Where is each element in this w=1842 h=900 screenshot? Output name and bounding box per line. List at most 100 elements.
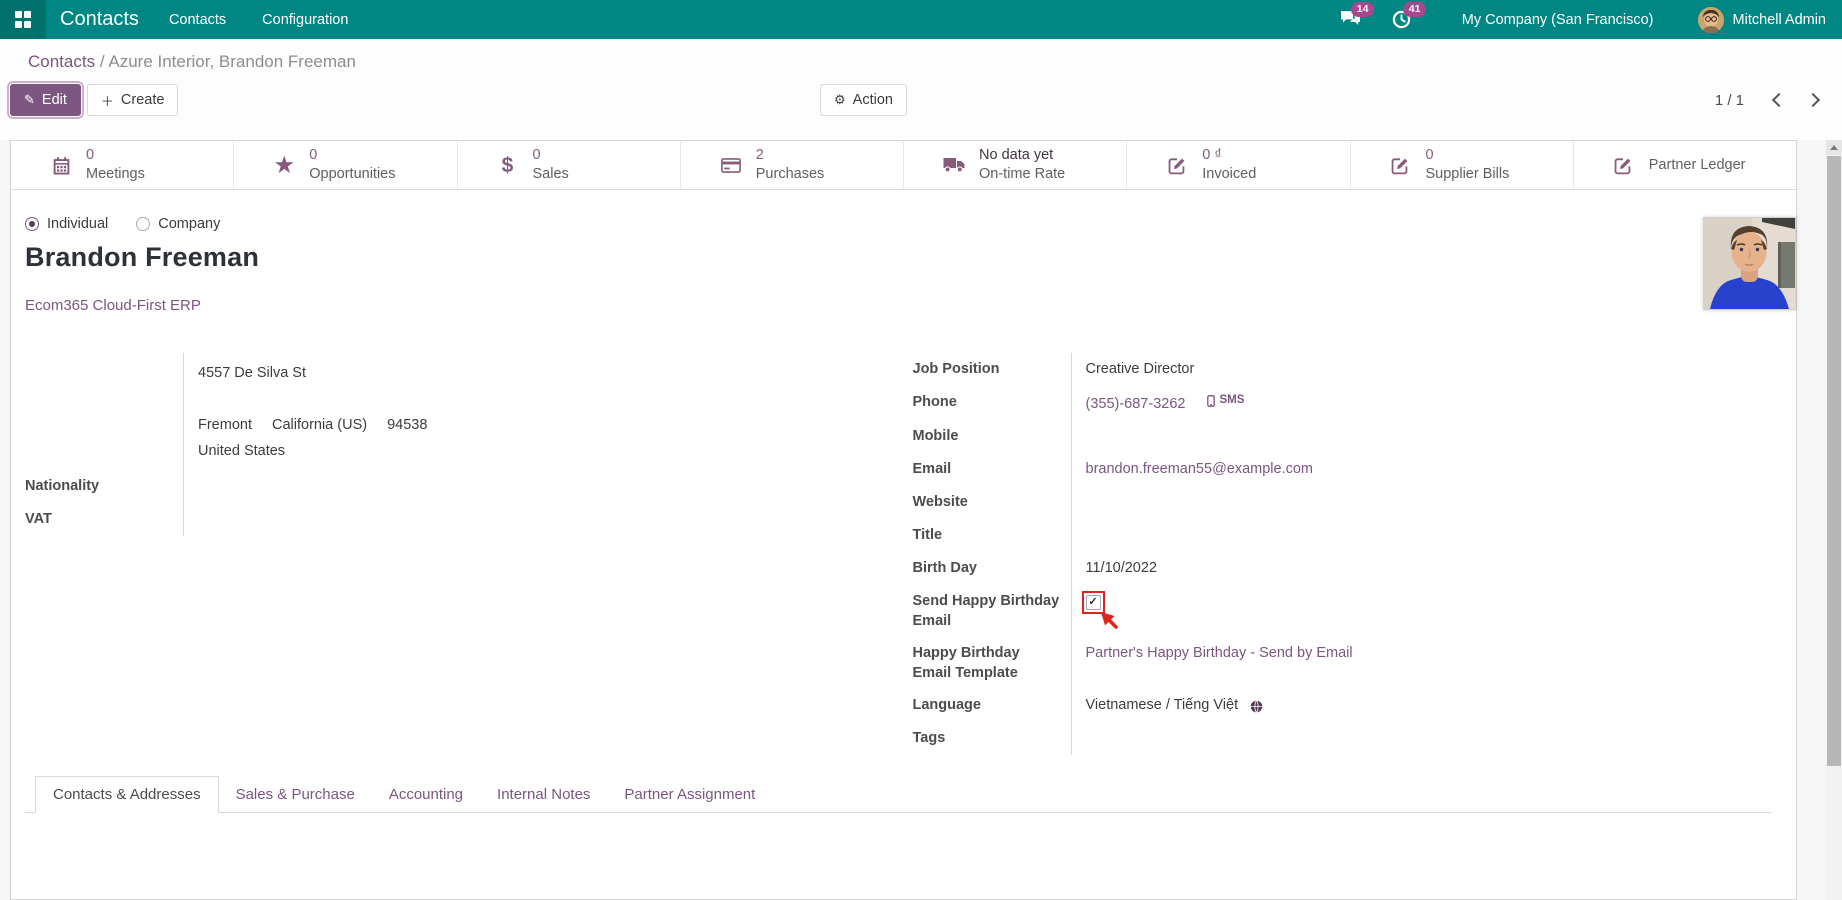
stat-supplier-bills[interactable]: 0 Supplier Bills xyxy=(1350,141,1574,189)
field-row-title: Title xyxy=(913,519,1773,553)
send-sms-button[interactable]: SMS xyxy=(1207,393,1244,409)
tab-partner-assignment[interactable]: Partner Assignment xyxy=(624,786,756,803)
messages-button[interactable]: 14 xyxy=(1340,1,1375,30)
control-panel-buttons: ✎ Edit ＋ Create ⚙ Action 1 / 1 xyxy=(10,84,1842,116)
address-zip: 94538 xyxy=(387,417,428,433)
action-button[interactable]: ⚙ Action xyxy=(820,84,907,116)
globe-icon[interactable] xyxy=(1250,700,1263,713)
field-row-phone: Phone (355)-687-3262 SMS xyxy=(913,386,1773,421)
menu-configuration[interactable]: Configuration xyxy=(262,11,349,28)
apps-menu-button[interactable] xyxy=(0,0,46,39)
field-row-birthday-template: Happy Birthday Email Template Partner's … xyxy=(913,637,1773,690)
field-row-nationality: Nationality xyxy=(25,470,899,503)
stat-sales[interactable]: $ 0 Sales xyxy=(457,141,681,189)
email-link[interactable]: brandon.freeman55@example.com xyxy=(1085,461,1314,478)
app-title[interactable]: Contacts xyxy=(60,8,139,30)
contact-photo[interactable] xyxy=(1703,217,1796,310)
activities-badge: 41 xyxy=(1402,1,1427,18)
notebook-tabs: Contacts & Addresses Sales & Purchase Ac… xyxy=(25,776,1772,813)
field-groups: 4557 De Silva St Fremont California (US) 9… xyxy=(25,353,1772,776)
stat-on-time-rate[interactable]: No data yet On-time Rate xyxy=(904,141,1128,189)
calendar-icon xyxy=(49,156,73,175)
address-country: United States xyxy=(198,443,286,459)
radio-individual[interactable]: Individual xyxy=(25,216,108,232)
field-row-send-birthday-email: Send Happy Birthday Email xyxy=(913,585,1773,638)
website-value[interactable] xyxy=(1070,486,1773,520)
stat-button-row: 0 Meetings ★ 0 Opportunities $ 0 Sales 2 xyxy=(11,141,1796,190)
nationality-value[interactable] xyxy=(183,470,899,503)
top-navbar: Contacts Contacts Configuration 14 41 My… xyxy=(0,0,1842,39)
pencil-icon: ✎ xyxy=(24,92,35,107)
address-street: 4557 De Silva St xyxy=(198,365,307,381)
navbar-right: 14 41 My Company (San Francisco) xyxy=(1340,1,1842,33)
mobile-value[interactable] xyxy=(1070,420,1773,454)
user-avatar xyxy=(1697,6,1724,33)
radio-company-control[interactable] xyxy=(136,217,151,231)
edit-invoice-icon xyxy=(1612,156,1636,175)
mobile-phone-icon xyxy=(1207,394,1216,407)
title-value[interactable] xyxy=(1070,519,1773,553)
field-row-vat: VAT xyxy=(25,503,899,536)
send-birthday-email-checkbox[interactable] xyxy=(1085,595,1101,611)
left-field-group: 4557 De Silva St Fremont California (US) 9… xyxy=(25,353,899,536)
truck-icon xyxy=(942,157,966,173)
field-row-email: Email brandon.freeman55@example.com xyxy=(913,453,1773,487)
tab-contacts-addresses[interactable]: Contacts & Addresses xyxy=(35,776,219,813)
field-row-birth-day: Birth Day 11/10/2022 xyxy=(913,552,1773,586)
scrollbar-up-arrow[interactable] xyxy=(1826,140,1842,155)
address-row: 4557 De Silva St Fremont California (US) 9… xyxy=(25,353,899,470)
form-sheet: 0 Meetings ★ 0 Opportunities $ 0 Sales 2 xyxy=(10,140,1797,900)
language-value[interactable]: Vietnamese / Tiếng Việt xyxy=(1085,697,1239,714)
address-value[interactable]: 4557 De Silva St Fremont California (US) 9… xyxy=(183,353,899,470)
field-row-mobile: Mobile xyxy=(913,420,1773,454)
stat-partner-ledger[interactable]: Partner Ledger xyxy=(1573,141,1796,189)
right-field-group: Job Position Creative Director Phone (35… xyxy=(899,353,1773,756)
breadcrumb-separator: / xyxy=(99,52,105,71)
birth-day-value[interactable]: 11/10/2022 xyxy=(1070,552,1773,586)
vat-value[interactable] xyxy=(183,503,899,536)
previous-record-button[interactable] xyxy=(1771,92,1787,108)
tab-accounting[interactable]: Accounting xyxy=(388,786,464,803)
user-menu[interactable]: Mitchell Admin xyxy=(1697,6,1826,33)
field-row-language: Language Vietnamese / Tiếng Việt xyxy=(913,689,1773,723)
tab-internal-notes[interactable]: Internal Notes xyxy=(497,786,591,803)
edit-button[interactable]: ✎ Edit xyxy=(10,84,81,116)
gear-icon: ⚙ xyxy=(834,92,846,107)
edit-invoice-icon xyxy=(1165,156,1189,175)
address-street2 xyxy=(198,386,899,412)
job-position-value[interactable]: Creative Director xyxy=(1070,353,1773,386)
birthday-template-link[interactable]: Partner's Happy Birthday - Send by Email xyxy=(1085,645,1353,662)
parent-company-link[interactable]: Ecom365 Cloud-First ERP xyxy=(25,297,201,314)
address-state: California (US) xyxy=(272,417,368,433)
next-record-button[interactable] xyxy=(1805,92,1821,108)
edit-invoice-icon xyxy=(1389,156,1413,175)
tags-value[interactable] xyxy=(1070,722,1773,756)
phone-link[interactable]: (355)-687-3262 xyxy=(1085,395,1186,412)
stat-meetings[interactable]: 0 Meetings xyxy=(11,141,235,189)
control-panel: Contacts / Azure Interior, Brandon Freem… xyxy=(0,39,1842,140)
stat-purchases[interactable]: 2 Purchases xyxy=(680,141,904,189)
breadcrumb: Contacts / Azure Interior, Brandon Freem… xyxy=(10,52,1842,72)
field-row-job-position: Job Position Creative Director xyxy=(913,353,1773,386)
contact-name[interactable]: Brandon Freeman xyxy=(25,242,260,272)
create-button[interactable]: ＋ Create xyxy=(86,84,179,116)
stat-opportunities[interactable]: ★ 0 Opportunities xyxy=(234,141,458,189)
credit-card-icon xyxy=(719,157,743,173)
apps-grid-icon xyxy=(14,11,32,28)
company-switcher[interactable]: My Company (San Francisco) xyxy=(1461,11,1654,28)
radio-company[interactable]: Company xyxy=(136,216,220,232)
field-row-website: Website xyxy=(913,486,1773,520)
breadcrumb-contacts-link[interactable]: Contacts xyxy=(28,52,96,71)
stat-invoiced[interactable]: 0 ₫ Invoiced xyxy=(1127,141,1351,189)
radio-individual-control[interactable] xyxy=(25,217,39,231)
send-birthday-email-checkbox-wrap xyxy=(1081,591,1118,630)
scrollbar-thumb[interactable] xyxy=(1827,156,1841,766)
address-city: Fremont xyxy=(198,417,252,433)
menu-contacts[interactable]: Contacts xyxy=(168,11,227,28)
breadcrumb-current: Azure Interior, Brandon Freeman xyxy=(108,52,356,71)
vertical-scrollbar[interactable] xyxy=(1826,140,1842,900)
tab-sales-purchase[interactable]: Sales & Purchase xyxy=(235,786,355,803)
activities-button[interactable]: 41 xyxy=(1392,1,1427,30)
main-menu: Contacts Configuration xyxy=(169,12,348,28)
address-city-line: Fremont California (US) 94538 xyxy=(198,412,899,438)
